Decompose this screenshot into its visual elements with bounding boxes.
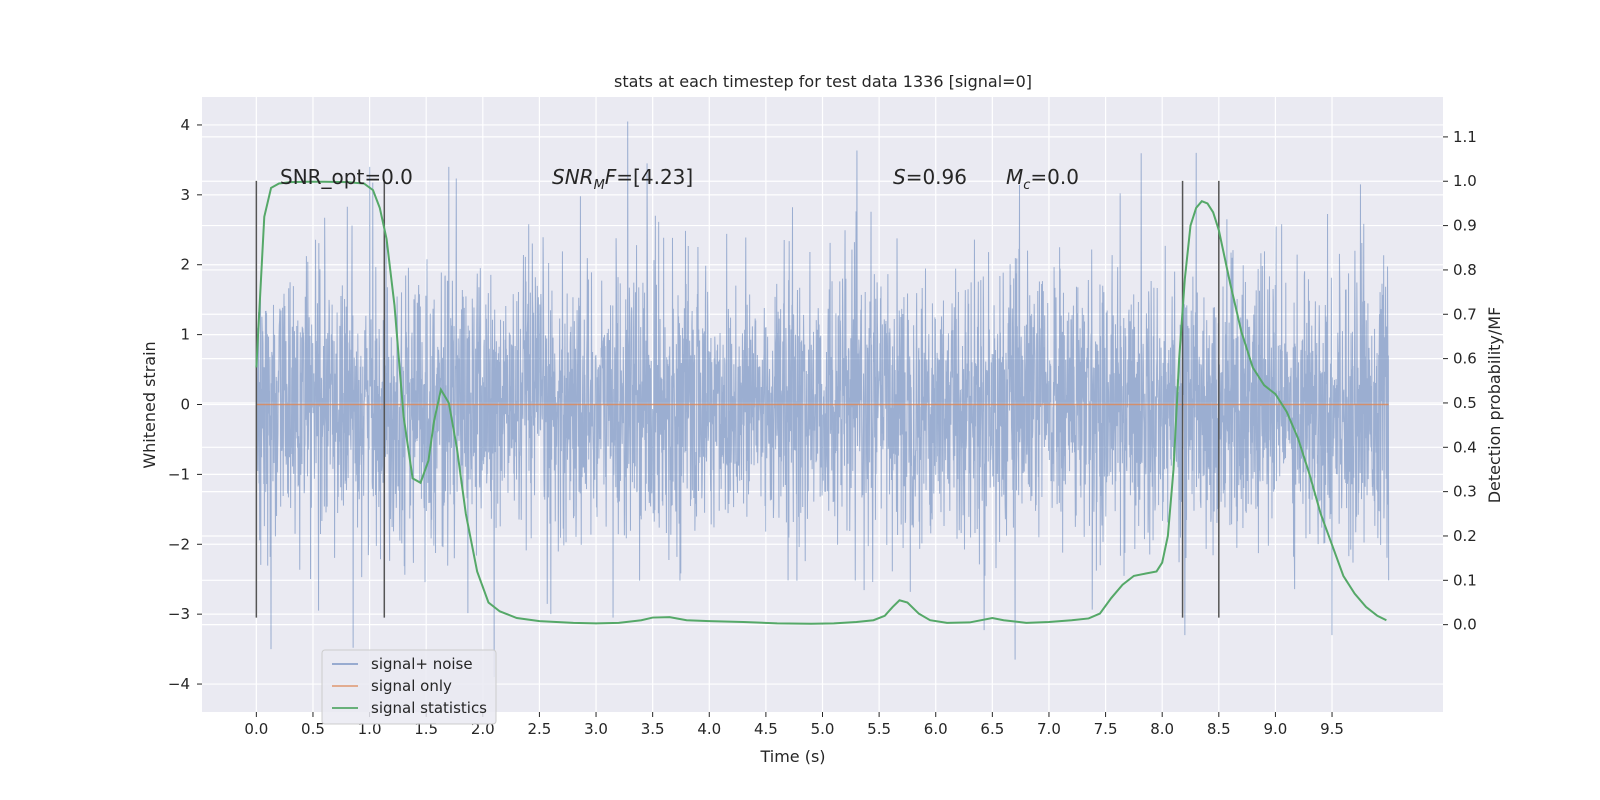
y-right-tick-label: 0.3 <box>1453 483 1477 501</box>
x-axis-label: Time (s) <box>759 747 825 766</box>
y-tick-label: 3 <box>180 186 190 204</box>
x-tick-label: 3.0 <box>584 720 608 738</box>
y-right-tick-label: 0.5 <box>1453 394 1477 412</box>
y-axis-label: Whitened strain <box>140 341 159 468</box>
y-right-tick-label: 0.0 <box>1453 616 1477 634</box>
x-tick-label: 0.0 <box>244 720 268 738</box>
series-signal-noise <box>255 121 1390 678</box>
x-tick-label: 5.0 <box>811 720 835 738</box>
y-right-tick-label: 0.9 <box>1453 217 1477 235</box>
x-tick-label: 5.5 <box>867 720 891 738</box>
y-tick-label: −3 <box>168 605 190 623</box>
signal-statistics-line <box>255 180 1387 625</box>
annotation-snr-opt: SNR_opt=0.0 <box>280 165 413 189</box>
x-tick-label: 4.5 <box>754 720 778 738</box>
y-right-tick-label: 1.0 <box>1453 172 1477 190</box>
y-right-tick-label: 0.8 <box>1453 261 1477 279</box>
x-tick-label: 7.5 <box>1094 720 1118 738</box>
y-tick-label: −1 <box>168 465 190 483</box>
y-right-axis-label: Detection probability/MF <box>1485 307 1504 504</box>
series-signal-statistics <box>255 180 1387 625</box>
legend-label-signal-statistics: signal statistics <box>371 699 487 717</box>
y-right-axis-ticks: 1.1 1.0 0.9 0.8 0.7 0.6 0.5 0.4 0.3 0.2 0.1 0.0 <box>1443 128 1477 634</box>
x-tick-label: 7.0 <box>1037 720 1061 738</box>
y-axis-ticks: 4 3 2 1 0 −1 −2 −3 −4 <box>168 116 202 693</box>
annotation-mc: Mc=0.0 <box>1006 165 1079 193</box>
noise-trace <box>255 121 1390 678</box>
x-tick-label: 0.5 <box>301 720 325 738</box>
chart-title: stats at each timestep for test data 133… <box>614 72 1032 91</box>
vertical-markers <box>255 180 1220 618</box>
x-tick-label: 8.5 <box>1207 720 1231 738</box>
x-tick-label: 4.0 <box>697 720 721 738</box>
x-tick-label: 9.5 <box>1320 720 1344 738</box>
legend-frame <box>321 649 497 725</box>
legend: signal+ noise signal only signal statist… <box>321 649 497 725</box>
annotation-s: S=0.96 <box>893 165 967 189</box>
y-right-tick-label: 0.2 <box>1453 527 1477 545</box>
y-tick-label: 1 <box>180 326 190 344</box>
y-tick-label: −2 <box>168 535 190 553</box>
y-tick-label: 4 <box>180 116 190 134</box>
x-tick-label: 3.5 <box>641 720 665 738</box>
y-right-tick-label: 0.7 <box>1453 305 1477 323</box>
y-right-tick-label: 1.1 <box>1453 128 1477 146</box>
x-tick-label: 6.0 <box>924 720 948 738</box>
x-tick-label: 9.0 <box>1263 720 1287 738</box>
y-tick-label: 0 <box>180 396 190 414</box>
y-right-tick-label: 0.1 <box>1453 571 1477 589</box>
y-tick-label: −4 <box>168 675 190 693</box>
legend-label-signal-only: signal only <box>371 677 452 695</box>
y-right-tick-label: 0.4 <box>1453 438 1477 456</box>
x-tick-label: 2.5 <box>527 720 551 738</box>
y-tick-label: 2 <box>180 256 190 274</box>
x-tick-label: 8.0 <box>1150 720 1174 738</box>
legend-label-signal-noise: signal+ noise <box>371 655 473 673</box>
plot-area <box>202 97 1443 712</box>
y-right-tick-label: 0.6 <box>1453 350 1477 368</box>
x-axis-ticks: 0.0 0.5 1.0 1.5 2.0 2.5 3.0 3.5 4.0 4.5 5.0 5.5 6.0 6… <box>244 712 1344 738</box>
x-tick-label: 6.5 <box>980 720 1004 738</box>
annotation-snr-mf: SNRMF=[4.23] <box>552 165 693 193</box>
